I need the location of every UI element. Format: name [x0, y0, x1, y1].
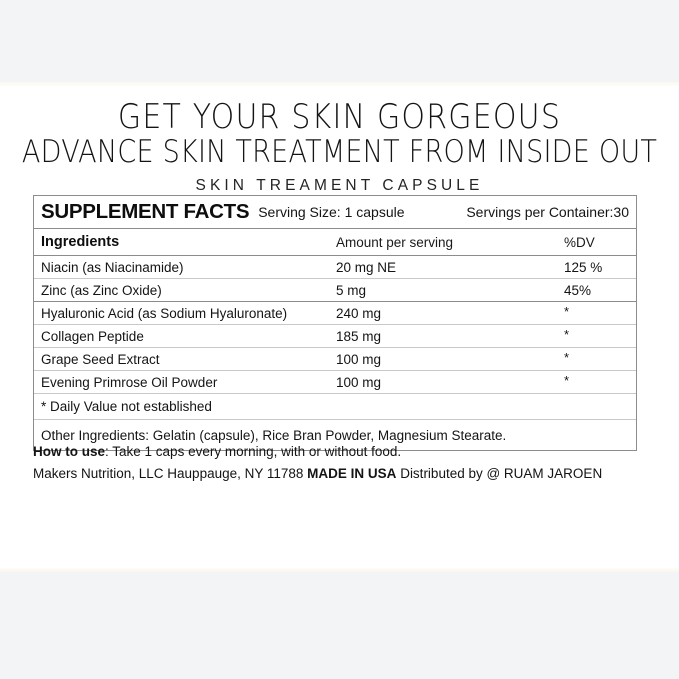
column-header-dv: %DV	[564, 234, 595, 250]
ingredient-amount: 20 mg NE	[336, 259, 397, 275]
ingredient-name: Hyaluronic Acid (as Sodium Hyaluronate)	[41, 305, 288, 321]
ingredient-amount: 100 mg	[336, 351, 382, 367]
how-to-use-label: How to use	[33, 444, 106, 459]
product-title-sub: ADVANCE SKIN TREATMENT FROM INSIDE OUT	[21, 133, 658, 170]
table-row: Hyaluronic Acid (as Sodium Hyaluronate) …	[34, 302, 636, 325]
ingredient-dv: 125 %	[564, 259, 603, 275]
facts-column-header-row: Ingredients Amount per serving %DV	[34, 229, 636, 256]
heading-block: GET YOUR SKIN GORGEOUS ADVANCE SKIN TREA…	[0, 86, 679, 195]
facts-header-row: SUPPLEMENT FACTS Serving Size: 1 capsule…	[34, 196, 636, 229]
supplement-facts-title: SUPPLEMENT FACTS	[41, 200, 250, 223]
ingredient-amount: 5 mg	[336, 282, 367, 298]
table-row: Zinc (as Zinc Oxide) 5 mg 45%	[34, 279, 636, 302]
ingredient-dv: *	[564, 326, 570, 342]
ingredient-name: Zinc (as Zinc Oxide)	[41, 282, 162, 298]
ingredient-name: Evening Primrose Oil Powder	[41, 374, 218, 390]
ingredient-dv: 45%	[564, 282, 592, 298]
ingredient-amount: 240 mg	[336, 305, 382, 321]
ingredient-name: Collagen Peptide	[41, 328, 144, 344]
table-row: Niacin (as Niacinamide) 20 mg NE 125 %	[34, 256, 636, 279]
footnote-text: * Daily Value not established	[41, 399, 212, 414]
manufacturer-text: Makers Nutrition, LLC Hauppauge, NY 1178…	[33, 465, 308, 481]
how-to-use-line: How to use: Take 1 caps every morning, w…	[33, 441, 645, 463]
servings-per-container-text: Servings per Container:30	[466, 204, 629, 220]
how-to-use-text: : Take 1 caps every morning, with or wit…	[105, 444, 402, 459]
top-background-band	[0, 0, 679, 82]
serving-size-text: Serving Size: 1 capsule	[258, 204, 405, 220]
column-header-ingredients: Ingredients	[41, 234, 120, 250]
ingredient-dv: *	[564, 372, 570, 388]
table-row: Grape Seed Extract 100 mg *	[34, 348, 636, 371]
bottom-band-edge	[0, 568, 679, 572]
supplement-facts-panel: SUPPLEMENT FACTS Serving Size: 1 capsule…	[33, 195, 637, 451]
ingredient-dv: *	[564, 349, 570, 365]
column-header-amount: Amount per serving	[336, 234, 454, 250]
top-band-edge	[0, 82, 679, 86]
ingredient-name: Niacin (as Niacinamide)	[41, 259, 184, 275]
product-title-main: GET YOUR SKIN GORGEOUS	[117, 97, 562, 137]
ingredient-name: Grape Seed Extract	[41, 351, 160, 367]
product-tagline: SKIN TREAMENT CAPSULE	[195, 176, 484, 194]
bottom-info-block: How to use: Take 1 caps every morning, w…	[33, 441, 645, 485]
table-row: Evening Primrose Oil Powder 100 mg *	[34, 371, 636, 394]
ingredient-amount: 100 mg	[336, 374, 382, 390]
made-in-usa-text: MADE IN USA	[307, 465, 397, 481]
daily-value-footnote: * Daily Value not established	[34, 394, 636, 420]
other-ingredients-row: Other Ingredients: Gelatin (capsule), Ri…	[34, 420, 636, 450]
ingredient-dv: *	[564, 303, 570, 319]
bottom-background-band	[0, 572, 679, 679]
manufacturer-line: Makers Nutrition, LLC Hauppauge, NY 1178…	[33, 463, 645, 485]
label-content: GET YOUR SKIN GORGEOUS ADVANCE SKIN TREA…	[0, 86, 679, 568]
other-ingredients-text: Other Ingredients: Gelatin (capsule), Ri…	[41, 427, 507, 443]
distributor-text: Distributed by @ RUAM JAROEN	[396, 465, 603, 481]
ingredient-amount: 185 mg	[336, 328, 382, 344]
table-row: Collagen Peptide 185 mg *	[34, 325, 636, 348]
